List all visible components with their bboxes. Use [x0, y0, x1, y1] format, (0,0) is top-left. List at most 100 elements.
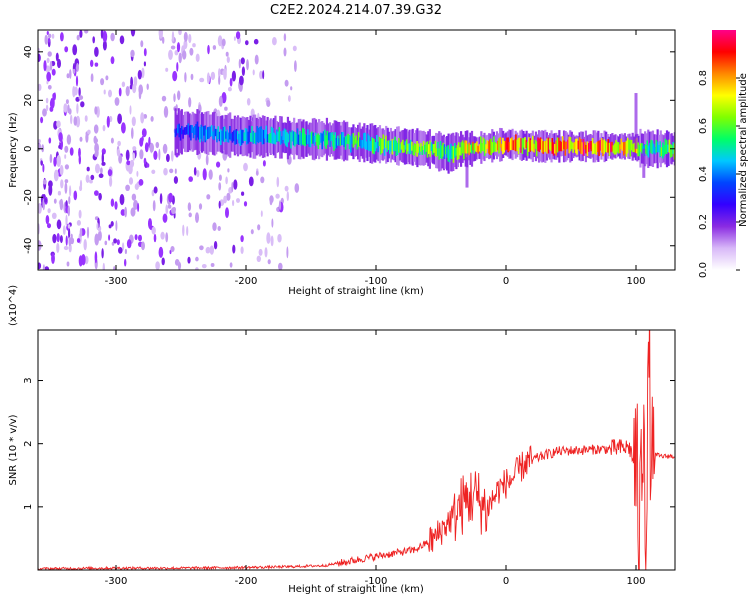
- signal-core: [607, 139, 609, 153]
- signal-core: [485, 144, 487, 154]
- signal-core: [664, 138, 667, 155]
- signal-core: [407, 143, 409, 152]
- signal-core: [441, 145, 443, 159]
- signal-core: [591, 138, 594, 155]
- noise-speck: [52, 233, 57, 244]
- signal-core: [311, 131, 313, 144]
- noise-speck: [188, 33, 192, 44]
- noise-speck: [118, 154, 123, 164]
- noise-speck: [92, 36, 95, 44]
- noise-speck: [241, 191, 245, 196]
- signal-core: [474, 142, 477, 152]
- noise-speck: [40, 160, 43, 166]
- signal-streak: [634, 93, 638, 149]
- signal-core: [563, 140, 565, 150]
- noise-speck: [49, 153, 53, 164]
- noise-speck: [275, 193, 280, 199]
- signal-core: [203, 125, 205, 136]
- noise-speck: [205, 246, 211, 254]
- noise-speck: [233, 179, 238, 190]
- noise-speck: [201, 264, 207, 269]
- noise-speck: [102, 262, 105, 270]
- x-tick-label: -300: [105, 576, 128, 587]
- noise-speck: [64, 182, 68, 194]
- signal-core: [281, 136, 283, 144]
- noise-speck: [93, 135, 97, 144]
- signal-core: [660, 147, 663, 156]
- noise-speck: [38, 53, 41, 62]
- signal-core: [517, 137, 520, 155]
- noise-speck: [60, 139, 63, 150]
- noise-speck: [183, 31, 188, 42]
- noise-speck: [143, 61, 146, 67]
- noise-speck: [38, 143, 41, 150]
- noise-speck: [98, 192, 102, 201]
- noise-speck: [90, 73, 94, 83]
- noise-speck: [195, 256, 199, 262]
- signal-core: [526, 141, 529, 156]
- signal-core: [244, 128, 247, 142]
- signal-core: [494, 142, 496, 152]
- signal-core: [370, 136, 373, 151]
- x-tick-label: 100: [626, 276, 645, 287]
- noise-speck: [216, 161, 221, 168]
- signal-core: [528, 137, 530, 152]
- noise-speck: [66, 73, 70, 79]
- signal-core: [597, 141, 599, 153]
- noise-speck: [96, 222, 99, 230]
- noise-speck: [262, 70, 265, 80]
- noise-speck: [141, 136, 144, 142]
- signal-core: [460, 142, 463, 156]
- signal-core: [217, 126, 219, 140]
- noise-speck: [222, 70, 225, 76]
- signal-core: [175, 128, 178, 136]
- noise-speck: [42, 163, 45, 173]
- signal-core: [251, 125, 253, 143]
- signal-core: [403, 145, 405, 153]
- signal-core: [552, 142, 555, 156]
- signal-streak: [465, 153, 469, 188]
- signal-core: [573, 142, 576, 150]
- noise-speck: [48, 184, 53, 196]
- noise-speck: [64, 179, 69, 184]
- signal-core: [290, 132, 292, 149]
- noise-speck: [76, 34, 80, 41]
- noise-speck: [86, 226, 90, 239]
- noise-speck: [45, 215, 50, 225]
- noise-speck: [51, 68, 56, 76]
- noise-speck: [235, 31, 241, 40]
- noise-speck: [240, 235, 244, 243]
- signal-core: [221, 130, 223, 141]
- signal-core: [459, 147, 461, 156]
- signal-core: [646, 140, 648, 156]
- noise-speck: [286, 191, 289, 202]
- signal-core: [209, 126, 212, 137]
- noise-speck: [231, 181, 234, 193]
- signal-core: [461, 140, 464, 154]
- noise-speck: [110, 32, 115, 42]
- signal-core: [654, 146, 656, 155]
- signal-core: [305, 135, 308, 145]
- signal-core: [260, 126, 262, 142]
- noise-speck: [173, 176, 178, 184]
- signal-core: [580, 139, 582, 154]
- noise-speck: [153, 233, 157, 243]
- noise-speck: [116, 239, 120, 246]
- signal-core: [343, 137, 346, 147]
- spectrogram-x-axis-title: Height of straight line (km): [288, 286, 424, 297]
- snr-panel: -300 -200 -100 0 100 1 2 3 Height of straight …: [8, 285, 676, 595]
- noise-speck: [44, 266, 50, 270]
- signal-core: [593, 143, 595, 154]
- noise-speck: [66, 134, 72, 145]
- signal-core: [632, 143, 634, 153]
- noise-speck: [284, 185, 289, 192]
- signal-core: [213, 125, 216, 141]
- noise-speck: [102, 40, 107, 51]
- noise-speck: [114, 97, 120, 106]
- signal-core: [396, 142, 399, 156]
- signal-core: [502, 137, 504, 155]
- noise-speck: [57, 58, 61, 69]
- noise-speck: [277, 233, 282, 243]
- noise-speck: [125, 149, 130, 161]
- signal-core: [365, 141, 368, 150]
